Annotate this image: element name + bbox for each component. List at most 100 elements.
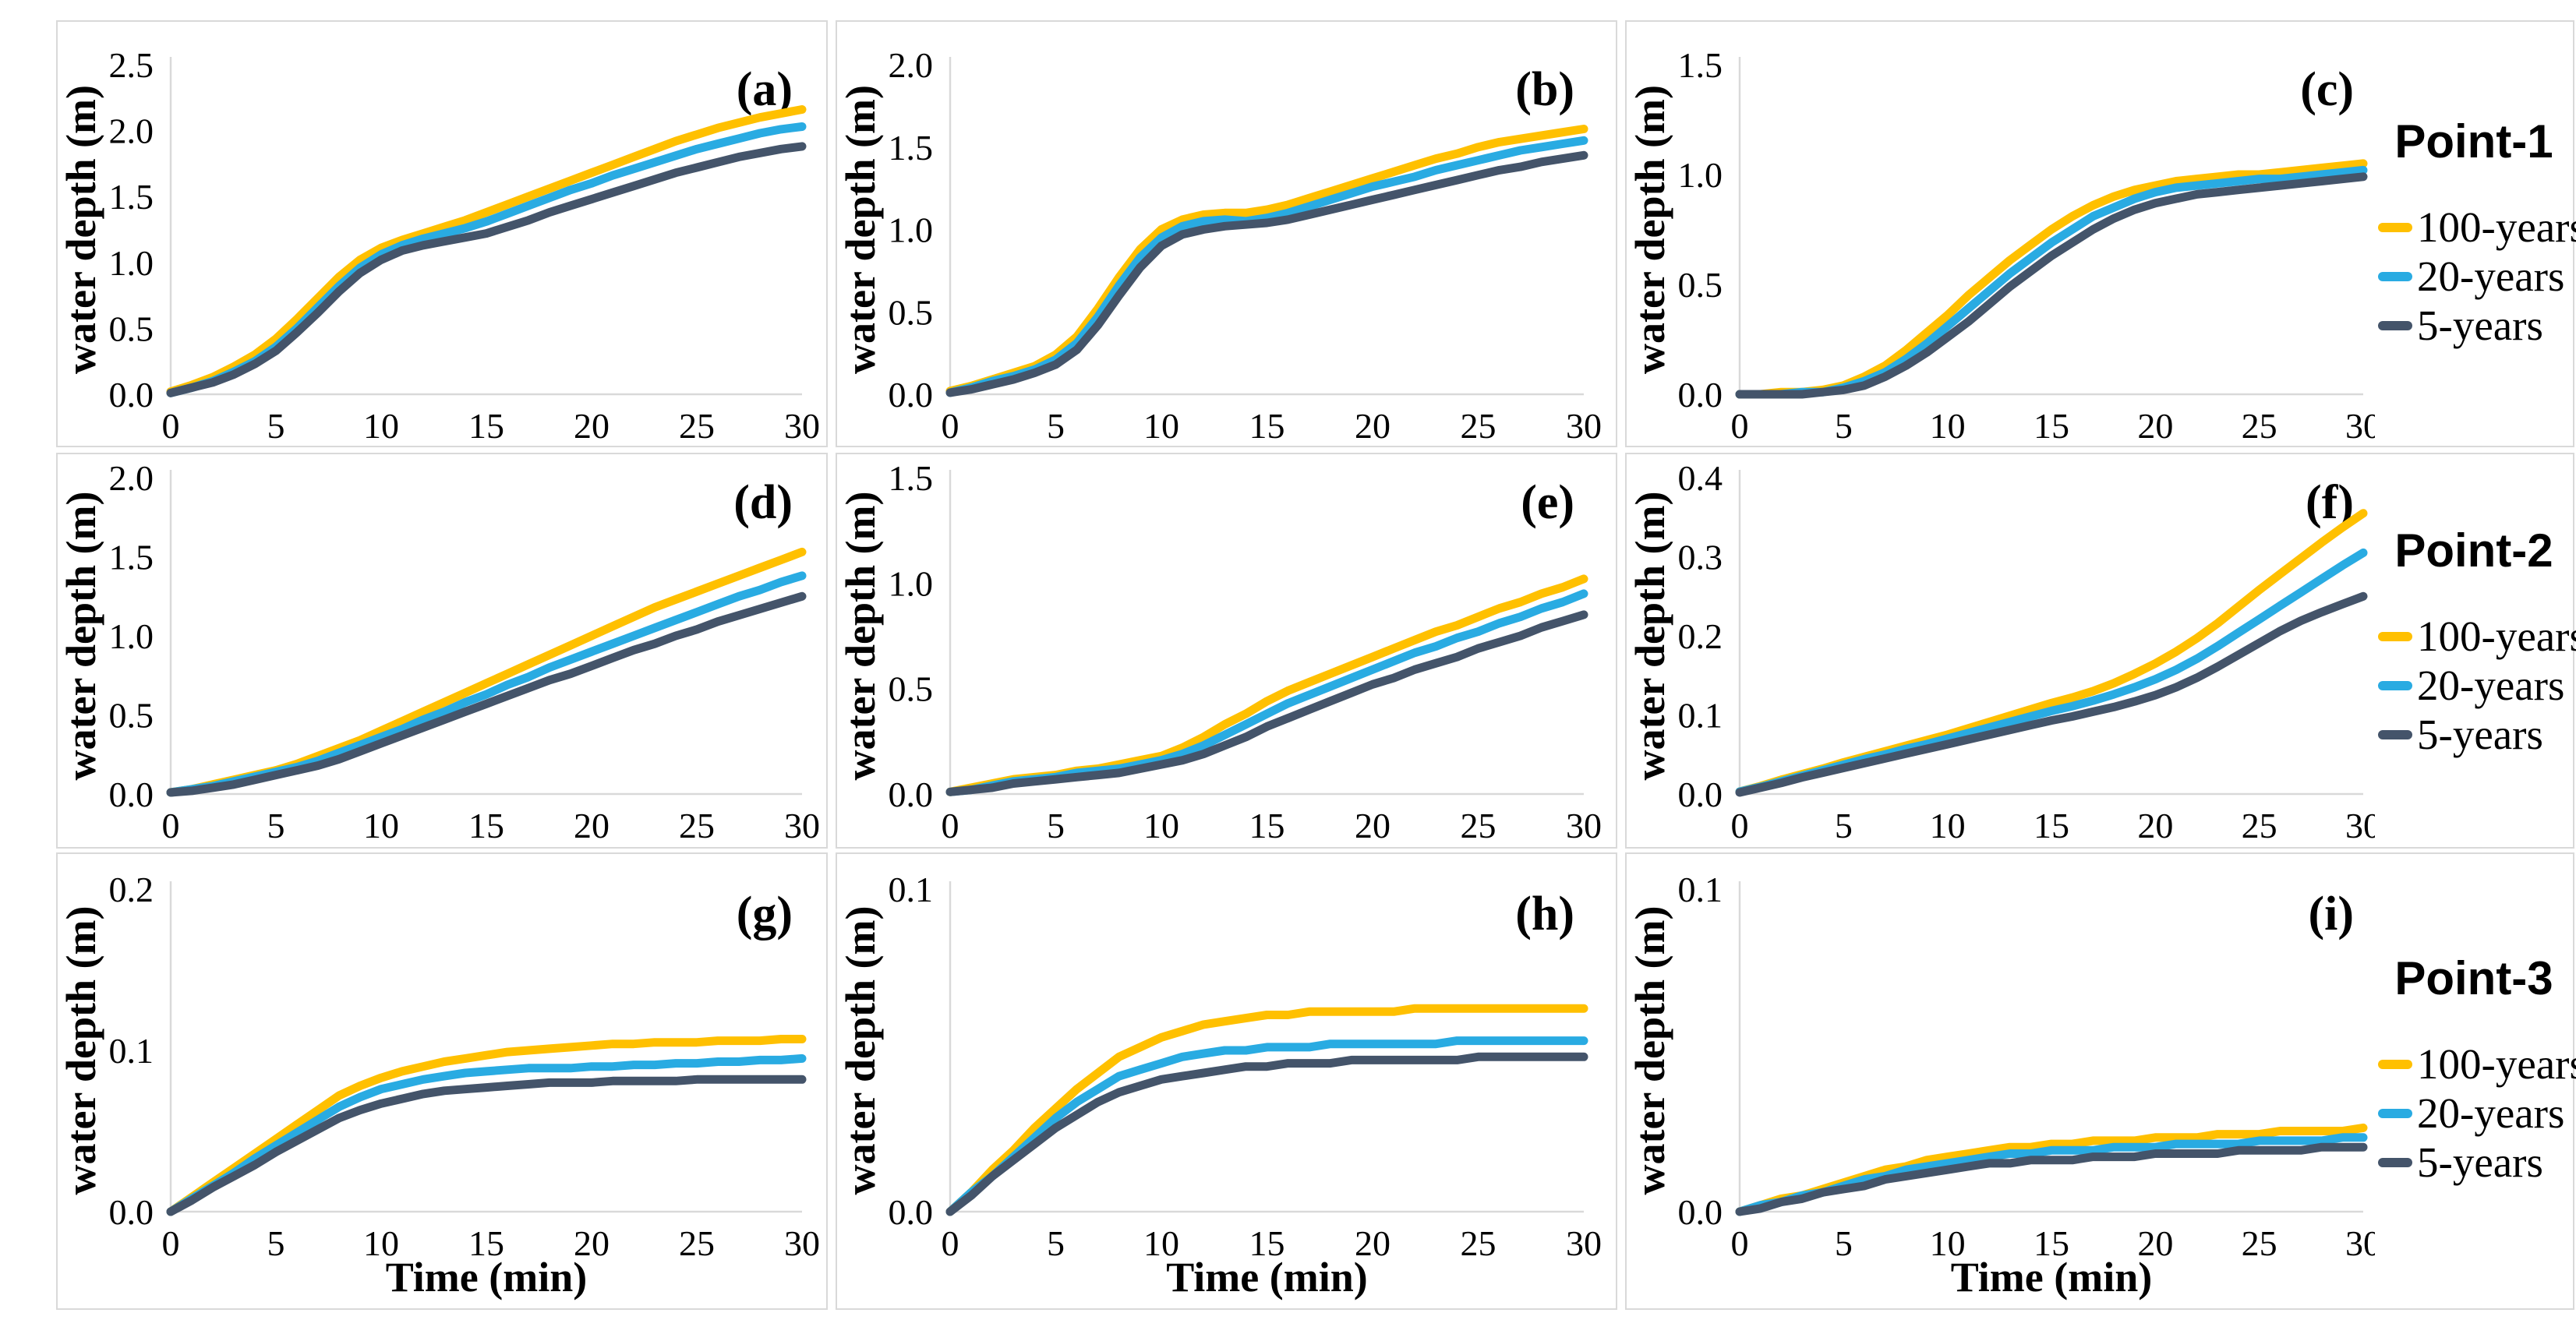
legend-title-point-1: Point-1: [2394, 115, 2553, 168]
legend-entry-label: 100-years: [2417, 203, 2576, 251]
svg-text:15: 15: [468, 1223, 504, 1263]
panel-f: 0.0 0.1 0.2 0.3 0.4 0 5 10 15 20 25 30 water depth (…: [1625, 453, 2576, 849]
svg-text:Time (min): Time (min): [1166, 1254, 1367, 1301]
legend-entry-label: 100-years: [2417, 612, 2576, 660]
svg-text:20: 20: [1355, 806, 1390, 845]
svg-text:5: 5: [1835, 806, 1853, 845]
legend-point-1: Point-1 100-years 20-years 5-years: [2373, 22, 2576, 446]
legend-entry-label: 5-years: [2417, 1138, 2543, 1186]
svg-text:1.5: 1.5: [109, 538, 154, 577]
svg-text:1.5: 1.5: [889, 458, 934, 498]
svg-text:0.1: 0.1: [109, 1031, 154, 1071]
panel-c: 0.0 0.5 1.0 1.5 0 5 10 15 20 25 30 water depth (m) (…: [1625, 20, 2576, 447]
legend-marker-100-years-icon: [2378, 631, 2412, 641]
legend-entry-label: 20-years: [2417, 252, 2565, 300]
svg-text:0.3: 0.3: [1678, 538, 1723, 577]
panel-d-chart: 0.0 0.5 1.0 1.5 2.0 0 5 10 15 20 25 30 water depth (…: [58, 458, 820, 845]
svg-text:0: 0: [942, 1223, 959, 1263]
panel-e-chart: 0.0 0.5 1.0 1.5 0 5 10 15 20 25 30 water depth (m) (…: [837, 458, 1602, 845]
svg-text:0.4: 0.4: [1678, 458, 1723, 498]
svg-text:30: 30: [2345, 806, 2375, 845]
svg-text:15: 15: [1249, 806, 1285, 845]
svg-text:0.0: 0.0: [1678, 375, 1723, 415]
svg-text:(e): (e): [1521, 476, 1574, 529]
legend-entry-5-years: 5-years: [2378, 301, 2543, 350]
svg-text:0.0: 0.0: [1678, 775, 1723, 814]
svg-text:20: 20: [574, 1223, 610, 1263]
legend-entry-label: 5-years: [2417, 711, 2543, 758]
svg-text:water depth (m): water depth (m): [837, 492, 884, 781]
legend-title-point-2: Point-2: [2394, 524, 2553, 577]
panel-e: 0.0 0.5 1.0 1.5 0 5 10 15 20 25 30 water depth (m) (…: [836, 453, 1617, 849]
svg-text:water depth (m): water depth (m): [1627, 906, 1673, 1195]
svg-text:20: 20: [1355, 406, 1390, 446]
svg-text:water depth (m): water depth (m): [837, 85, 884, 374]
legend-marker-5-years-icon: [2378, 729, 2412, 739]
svg-text:5: 5: [267, 806, 285, 845]
legend-marker-20-years-icon: [2378, 271, 2412, 281]
legend-marker-100-years-icon: [2378, 222, 2412, 232]
svg-text:0: 0: [162, 1223, 180, 1263]
legend-entry-20-years: 20-years: [2378, 252, 2564, 301]
svg-text:0: 0: [1731, 406, 1749, 446]
svg-text:10: 10: [1930, 406, 1966, 446]
svg-text:15: 15: [468, 806, 504, 845]
svg-text:(i): (i): [2308, 888, 2354, 941]
svg-text:water depth (m): water depth (m): [58, 492, 104, 781]
svg-text:0.0: 0.0: [889, 375, 934, 415]
svg-text:0.0: 0.0: [109, 375, 154, 415]
svg-text:10: 10: [1930, 806, 1966, 845]
svg-text:15: 15: [468, 406, 504, 446]
panel-a-chart: 0.0 0.5 1.0 1.5 2.0 2.5 0 5 10 15 20 25 30 water dept…: [58, 45, 820, 446]
svg-text:0.0: 0.0: [109, 1192, 154, 1232]
svg-text:0.0: 0.0: [889, 775, 934, 814]
svg-text:10: 10: [363, 406, 399, 446]
svg-text:10: 10: [1143, 806, 1179, 845]
svg-text:25: 25: [2242, 406, 2277, 446]
legend-point-3: Point-3 100-years 20-years 5-years: [2373, 854, 2576, 1308]
svg-text:25: 25: [679, 1223, 715, 1263]
legend-entry-label: 20-years: [2417, 1089, 2565, 1137]
svg-text:1.5: 1.5: [109, 177, 154, 217]
svg-text:30: 30: [1566, 406, 1602, 446]
panel-h-chart: 0.0 0.1 0 5 10 15 20 25 30 water depth (m) Time (m…: [837, 870, 1602, 1301]
panel-h: 0.0 0.1 0 5 10 15 20 25 30 water depth (m) Time (m…: [836, 852, 1617, 1310]
svg-text:0.0: 0.0: [889, 1192, 934, 1232]
panel-f-chart: 0.0 0.1 0.2 0.3 0.4 0 5 10 15 20 25 30 water depth (…: [1627, 458, 2375, 845]
svg-text:25: 25: [2242, 1223, 2277, 1263]
svg-text:(b): (b): [1515, 63, 1574, 116]
legend-entry-100-years: 100-years: [2378, 1039, 2576, 1089]
svg-text:1.0: 1.0: [109, 243, 154, 283]
legend-point-2: Point-2 100-years 20-years 5-years: [2373, 454, 2576, 847]
svg-text:0.1: 0.1: [1678, 870, 1723, 909]
svg-text:(a): (a): [737, 63, 793, 116]
svg-text:10: 10: [363, 806, 399, 845]
legend-entry-20-years: 20-years: [2378, 1089, 2564, 1138]
svg-text:1.0: 1.0: [889, 210, 934, 250]
svg-text:2.0: 2.0: [109, 111, 154, 151]
svg-text:0.0: 0.0: [109, 775, 154, 814]
svg-text:0.5: 0.5: [889, 669, 934, 709]
svg-text:15: 15: [2034, 1223, 2069, 1263]
svg-text:1.5: 1.5: [1678, 45, 1723, 85]
svg-text:30: 30: [2345, 406, 2375, 446]
svg-text:0.5: 0.5: [889, 292, 934, 332]
svg-text:20: 20: [2137, 806, 2173, 845]
svg-text:water depth (m): water depth (m): [1627, 85, 1673, 374]
svg-text:10: 10: [1143, 406, 1179, 446]
svg-text:30: 30: [784, 406, 820, 446]
legend-entry-label: 5-years: [2417, 302, 2543, 349]
svg-text:0: 0: [1731, 1223, 1749, 1263]
svg-text:5: 5: [1047, 406, 1065, 446]
legend-marker-20-years-icon: [2378, 680, 2412, 690]
svg-text:(h): (h): [1515, 888, 1574, 941]
svg-text:30: 30: [784, 1223, 820, 1263]
legend-marker-100-years-icon: [2378, 1059, 2412, 1069]
legend-entry-100-years: 100-years: [2378, 203, 2576, 252]
legend-marker-5-years-icon: [2378, 320, 2412, 330]
panel-g-chart: 0.0 0.1 0.2 0 5 10 15 20 25 30 water depth (m) Time…: [58, 870, 820, 1301]
panel-b-chart: 0.0 0.5 1.0 1.5 2.0 0 5 10 15 20 25 30 water depth (…: [837, 45, 1602, 446]
svg-text:water depth (m): water depth (m): [58, 906, 104, 1195]
svg-text:2.5: 2.5: [109, 45, 154, 85]
svg-text:1.5: 1.5: [889, 128, 934, 168]
